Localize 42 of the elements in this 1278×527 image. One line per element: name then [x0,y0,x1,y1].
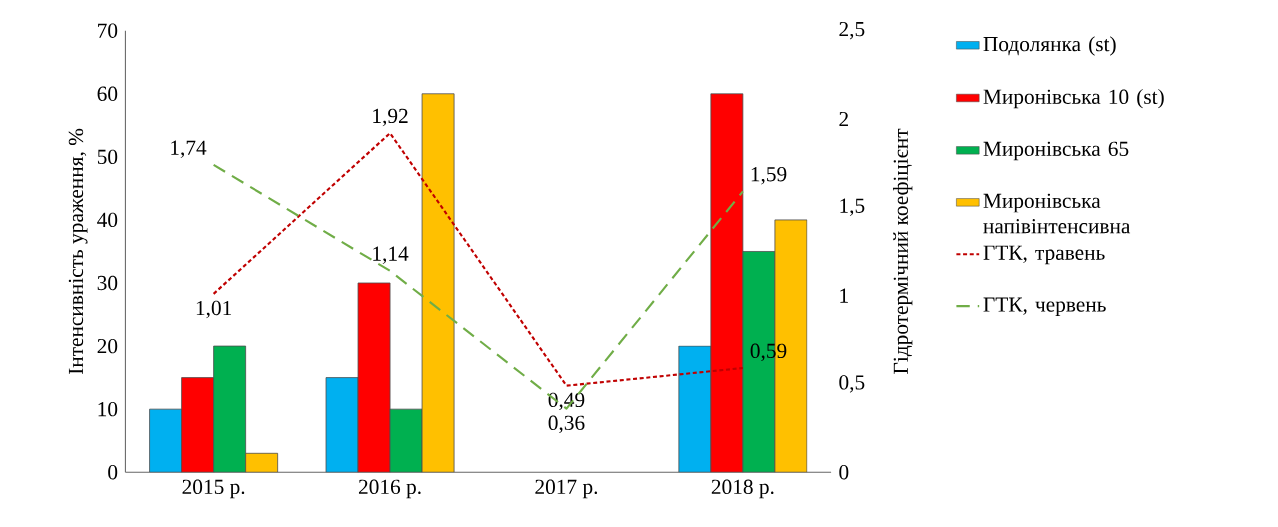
legend-label: Подолянка (st) [983,36,1116,56]
data-label: 1,92 [373,108,408,127]
x-tick-label: 2015 р. [182,479,245,499]
bar [357,282,391,473]
y-tick-label: 50 [97,149,118,165]
y2-tick-label: 0 [839,465,849,480]
y2-tick-label: 1 [840,288,848,303]
bar [421,93,455,473]
bar [325,377,359,473]
y-tick-label: 20 [97,338,118,354]
y2-tick-label: 0,5 [839,375,865,393]
y-tick-label: 40 [97,212,118,228]
data-label: 1,01 [196,300,232,319]
y2-tick-label: 2 [839,111,848,127]
legend-label: ГТК, червень [983,297,1106,317]
y-tick-label: 10 [98,401,118,417]
x-tick-label: 2017 р. [535,479,598,499]
bar [181,377,215,473]
legend-label: ГТК, травень [983,245,1105,265]
data-label: 1,59 [751,167,787,185]
y-tick-label: 30 [97,275,118,291]
bar [710,93,744,473]
bar [389,408,423,473]
y2-tick-label: 2,5 [839,22,865,40]
bar [149,408,183,473]
bar [678,345,712,473]
bar [213,345,247,473]
y-tick-label: 0 [108,465,118,480]
x-tick-label: 2018 р. [711,479,774,499]
data-label: 1,14 [373,246,409,264]
x-tick-label: 2016 р. [358,479,421,499]
data-label: 0,36 [548,415,585,434]
y2-axis-title: Гідротермічний коефіцієнт [893,128,913,374]
bar [245,452,279,473]
legend-label: Миронівська напівінтенсивна [983,193,1131,234]
legend-label: Миронівська 65 [983,141,1129,161]
y2-tick-label: 1,5 [840,198,865,217]
y-tick-label: 70 [98,23,118,38]
y-tick-label: 60 [97,86,118,101]
legend-label: Миронівська 10 (st) [983,89,1164,109]
y-axis-title: Інтенсивність ураження, % [68,128,88,375]
data-label: 1,74 [171,140,207,158]
